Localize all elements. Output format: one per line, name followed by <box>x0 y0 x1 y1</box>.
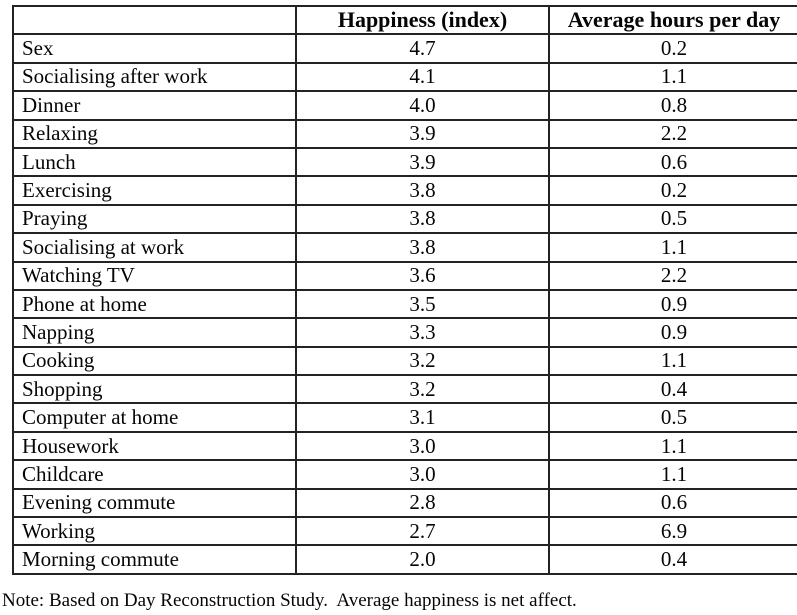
header-activity-blank <box>12 4 297 36</box>
table-header-row: Happiness (index) Average hours per day <box>12 4 797 36</box>
table-row: Housework 3.0 1.1 <box>12 430 797 462</box>
happiness-value-cell: 3.0 <box>295 459 550 490</box>
header-happiness-index: Happiness (index) <box>295 4 550 36</box>
hours-value-cell: 1.1 <box>548 345 797 377</box>
happiness-value-cell: 3.5 <box>295 288 550 320</box>
happiness-value-cell: 2.0 <box>295 544 550 575</box>
hours-value-cell: 1.1 <box>548 459 797 490</box>
hours-value-cell: 0.5 <box>548 203 797 235</box>
hours-value-cell: 0.2 <box>548 175 797 206</box>
hours-value-cell: 0.5 <box>548 402 797 433</box>
happiness-value-cell: 3.9 <box>295 118 550 149</box>
activity-cell: Phone at home <box>12 288 297 320</box>
activity-cell: Working <box>12 516 297 547</box>
table-row: Evening commute 2.8 0.6 <box>12 487 797 519</box>
activity-cell: Evening commute <box>12 487 297 519</box>
hours-value-cell: 0.6 <box>548 146 797 178</box>
hours-value-cell: 0.4 <box>548 544 797 575</box>
hours-value-cell: 1.1 <box>548 61 797 93</box>
table-row: Computer at home 3.1 0.5 <box>12 402 797 433</box>
activity-cell: Housework <box>12 430 297 462</box>
table-row: Exercising 3.8 0.2 <box>12 175 797 206</box>
header-average-hours: Average hours per day <box>548 4 797 36</box>
activity-cell: Exercising <box>12 175 297 206</box>
activity-cell: Dinner <box>12 90 297 121</box>
table-row: Sex 4.7 0.2 <box>12 33 797 64</box>
table-row: Cooking 3.2 1.1 <box>12 345 797 377</box>
happiness-activities-table: Happiness (index) Average hours per day … <box>12 4 797 575</box>
hours-value-cell: 0.4 <box>548 374 797 405</box>
table-footnote: Note: Based on Day Reconstruction Study.… <box>2 590 577 611</box>
happiness-value-cell: 3.6 <box>295 260 550 291</box>
hours-value-cell: 6.9 <box>548 516 797 547</box>
hours-value-cell: 1.1 <box>548 430 797 462</box>
table-row: Morning commute 2.0 0.4 <box>12 544 797 575</box>
hours-value-cell: 0.9 <box>548 288 797 320</box>
happiness-value-cell: 3.2 <box>295 345 550 377</box>
table-row: Phone at home 3.5 0.9 <box>12 288 797 320</box>
hours-value-cell: 0.6 <box>548 487 797 519</box>
happiness-value-cell: 2.7 <box>295 516 550 547</box>
hours-value-cell: 0.9 <box>548 317 797 348</box>
activity-cell: Morning commute <box>12 544 297 575</box>
happiness-value-cell: 3.3 <box>295 317 550 348</box>
activity-cell: Cooking <box>12 345 297 377</box>
activity-cell: Watching TV <box>12 260 297 291</box>
table-row: Childcare 3.0 1.1 <box>12 459 797 490</box>
happiness-value-cell: 3.8 <box>295 232 550 263</box>
activity-cell: Relaxing <box>12 118 297 149</box>
hours-value-cell: 0.8 <box>548 90 797 121</box>
table-row: Praying 3.8 0.5 <box>12 203 797 235</box>
table-row: Socialising at work 3.8 1.1 <box>12 232 797 263</box>
activity-cell: Childcare <box>12 459 297 490</box>
table-row: Working 2.7 6.9 <box>12 516 797 547</box>
happiness-value-cell: 3.1 <box>295 402 550 433</box>
hours-value-cell: 2.2 <box>548 118 797 149</box>
happiness-value-cell: 3.8 <box>295 175 550 206</box>
happiness-value-cell: 3.2 <box>295 374 550 405</box>
table-row: Relaxing 3.9 2.2 <box>12 118 797 149</box>
hours-value-cell: 2.2 <box>548 260 797 291</box>
table-row: Napping 3.3 0.9 <box>12 317 797 348</box>
table-row: Shopping 3.2 0.4 <box>12 374 797 405</box>
table-row: Lunch 3.9 0.6 <box>12 146 797 178</box>
table-row: Dinner 4.0 0.8 <box>12 90 797 121</box>
activity-cell: Sex <box>12 33 297 64</box>
happiness-value-cell: 3.9 <box>295 146 550 178</box>
activity-cell: Lunch <box>12 146 297 178</box>
activity-cell: Shopping <box>12 374 297 405</box>
happiness-value-cell: 4.7 <box>295 33 550 64</box>
happiness-value-cell: 2.8 <box>295 487 550 519</box>
happiness-value-cell: 3.8 <box>295 203 550 235</box>
table-body: Sex 4.7 0.2 Socialising after work 4.1 1… <box>12 33 797 575</box>
activity-cell: Napping <box>12 317 297 348</box>
happiness-value-cell: 3.0 <box>295 430 550 462</box>
activity-cell: Socialising after work <box>12 61 297 93</box>
hours-value-cell: 1.1 <box>548 232 797 263</box>
hours-value-cell: 0.2 <box>548 33 797 64</box>
table-row: Socialising after work 4.1 1.1 <box>12 61 797 93</box>
table-row: Watching TV 3.6 2.2 <box>12 260 797 291</box>
activity-cell: Praying <box>12 203 297 235</box>
activity-cell: Computer at home <box>12 402 297 433</box>
activity-cell: Socialising at work <box>12 232 297 263</box>
happiness-value-cell: 4.1 <box>295 61 550 93</box>
happiness-value-cell: 4.0 <box>295 90 550 121</box>
